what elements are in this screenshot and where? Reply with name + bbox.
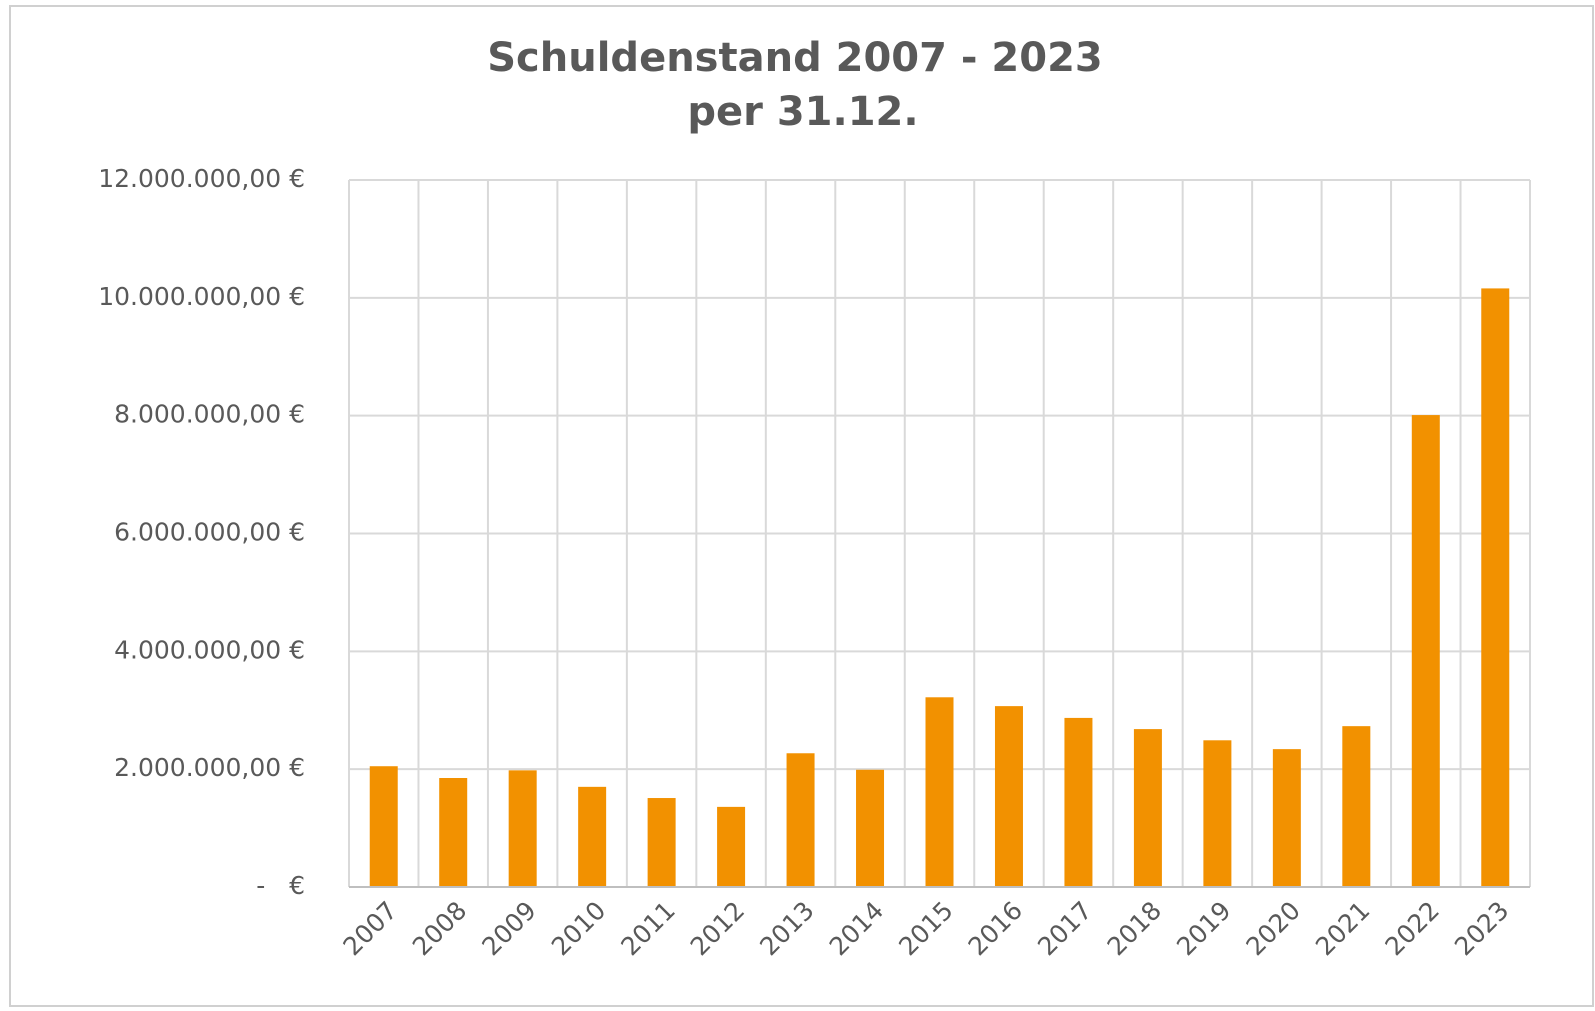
bar <box>647 798 676 887</box>
chart-subtitle: per 31.12. <box>687 89 918 135</box>
bar <box>786 753 815 887</box>
bar <box>1411 415 1440 887</box>
y-tick-label: - € <box>256 871 305 900</box>
bar <box>369 766 398 887</box>
bar <box>994 706 1023 887</box>
y-tick-label: 10.000.000,00 € <box>98 282 305 311</box>
bar <box>1133 729 1162 887</box>
bar <box>578 786 607 887</box>
bar <box>439 778 468 887</box>
bar <box>1342 726 1371 887</box>
chart-title: Schuldenstand 2007 - 2023 <box>487 35 1103 81</box>
bar <box>1272 749 1301 887</box>
y-tick-label: 2.000.000,00 € <box>114 753 305 782</box>
bar <box>1481 288 1510 887</box>
y-tick-label: 12.000.000,00 € <box>98 164 305 193</box>
bar <box>925 697 954 887</box>
bar <box>856 769 885 887</box>
bar <box>508 770 537 887</box>
bar <box>1203 740 1232 887</box>
bar <box>717 806 746 887</box>
y-tick-label: 8.000.000,00 € <box>114 400 305 429</box>
y-tick-label: 6.000.000,00 € <box>114 518 305 547</box>
y-tick-label: 4.000.000,00 € <box>114 635 305 664</box>
bar <box>1064 717 1093 887</box>
